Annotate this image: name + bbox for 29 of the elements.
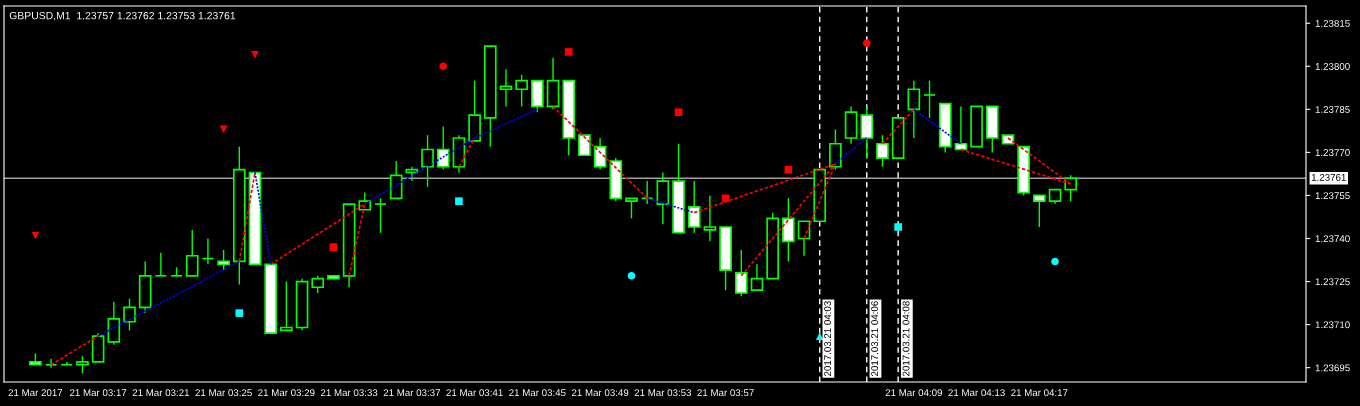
x-tick-label: 21 Mar 2017	[8, 389, 63, 397]
y-tick-label: 1.23755	[1315, 192, 1350, 200]
y-tick-label: 1.23815	[1315, 19, 1350, 27]
y-tick-label: 1.23770	[1315, 149, 1350, 156]
x-tick-label: 21 Mar 03:41	[446, 389, 503, 397]
x-tick-label: 21 Mar 03:53	[634, 389, 692, 397]
y-tick-label: 1.23785	[1315, 106, 1350, 113]
ref-line-label: 2017.03.21 04:06	[871, 301, 879, 376]
x-tick-label: 21 Mar 03:37	[383, 389, 441, 397]
x-tick-label: 21 Mar 03:33	[320, 389, 378, 397]
y-tick-label: 1.23800	[1315, 63, 1350, 70]
y-tick-label: 1.23710	[1315, 321, 1350, 329]
x-tick-label: 21 Mar 04:13	[948, 389, 1005, 397]
y-tick-label: 1.23695	[1315, 364, 1350, 372]
y-tick-label: 1.23725	[1315, 278, 1350, 286]
ref-line-label: 2017.03.21 04:03	[824, 301, 832, 376]
chart-title: GBPUSD,M1 1.23757 1.23762 1.23753 1.23761	[9, 11, 236, 21]
x-tick-label: 21 Mar 03:45	[509, 389, 566, 397]
x-tick-label: 21 Mar 03:21	[132, 389, 190, 397]
ref-line-label: 1.23761	[1311, 173, 1346, 181]
x-tick-label: 21 Mar 03:17	[69, 389, 127, 397]
x-tick-label: 21 Mar 03:57	[697, 389, 754, 397]
x-tick-label: 21 Mar 03:49	[571, 389, 629, 397]
y-tick-label: 1.23740	[1315, 235, 1350, 243]
ref-line-label: 2017.03.21 04:08	[902, 301, 910, 376]
x-tick-label: 21 Mar 04:09	[885, 389, 943, 397]
x-tick-label: 21 Mar 03:29	[258, 389, 315, 397]
x-tick-label: 21 Mar 04:17	[1011, 389, 1068, 397]
x-tick-label: 21 Mar 03:25	[195, 389, 252, 397]
